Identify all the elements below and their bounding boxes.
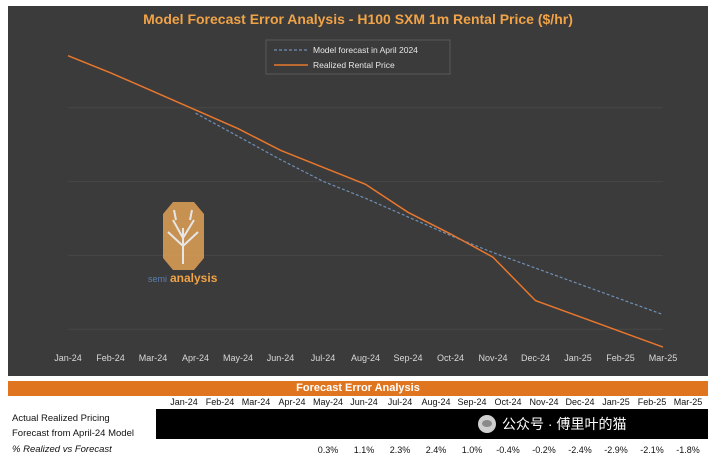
series-line-forecast	[195, 112, 664, 316]
table-row: % Realized vs Forecast 0.3% 1.1% 2.3% 2.4% 1.…	[8, 444, 708, 458]
month-header-cell: Jan-24	[170, 397, 198, 407]
gridlines	[68, 107, 663, 330]
x-tick-label: Apr-24	[182, 353, 209, 363]
pct-cell: -2.4%	[568, 445, 592, 455]
month-header-cell: Mar-25	[673, 397, 703, 407]
month-header-cell: Feb-25	[637, 397, 667, 407]
row-label: Actual Realized Pricing	[12, 413, 110, 424]
pct-cell: -2.1%	[640, 445, 664, 455]
wechat-overlay-text: 公众号 · 傅里叶的猫	[502, 416, 627, 432]
x-tick-label: Jan-25	[564, 353, 592, 363]
month-header-cell: Jul-24	[387, 397, 413, 407]
table-row: Actual Realized Pricing	[8, 413, 708, 427]
watermark-prefix: semi	[148, 274, 167, 284]
table-title: Forecast Error Analysis	[8, 381, 708, 396]
x-tick-label: Jun-24	[267, 353, 295, 363]
month-header-cell: Mar-24	[241, 397, 271, 407]
tree-branches-icon	[167, 209, 199, 264]
x-axis: Jan-24 Feb-24 Mar-24 Apr-24 May-24 Jun-24 Jul-…	[54, 353, 677, 363]
redacted-block	[156, 409, 708, 439]
wechat-overlay: 公众号 · 傅里叶的猫	[478, 414, 626, 434]
month-header-cell: Jun-24	[350, 397, 378, 407]
legend: Model forecast in April 2024 Realized Re…	[265, 39, 451, 75]
table-grid: Jan-24 Feb-24 Mar-24 Apr-24 May-24 Jun-24 Jul-…	[8, 396, 708, 457]
x-tick-label: Mar-25	[649, 353, 678, 363]
x-tick-label: Feb-25	[606, 353, 635, 363]
pct-cell: 1.0%	[461, 445, 483, 455]
chart-title: Model Forecast Error Analysis - H100 SXM…	[143, 11, 573, 27]
table-month-row: Jan-24 Feb-24 Mar-24 Apr-24 May-24 Jun-24 Jul-…	[8, 396, 708, 409]
month-header-cell: Apr-24	[278, 397, 306, 407]
pct-cell: -2.9%	[604, 445, 628, 455]
month-header-cell: Dec-24	[565, 397, 595, 407]
legend-label-realized: Realized Rental Price	[313, 60, 395, 70]
month-header-cell: Sep-24	[457, 397, 487, 407]
row-label: % Realized vs Forecast	[12, 444, 112, 455]
x-tick-label: Sep-24	[393, 353, 422, 363]
series-layer	[67, 55, 664, 348]
line-chart: Model Forecast Error Analysis - H100 SXM…	[54, 11, 677, 363]
watermark-logo: semi analysis	[148, 202, 218, 285]
wechat-icon	[478, 415, 496, 433]
pct-cell: 2.4%	[425, 445, 447, 455]
pct-cell: 0.3%	[317, 445, 339, 455]
table-row: Forecast from April-24 Model	[8, 428, 708, 442]
x-tick-label: Dec-24	[521, 353, 550, 363]
row-label: Forecast from April-24 Model	[12, 428, 134, 439]
pct-cell: -0.4%	[496, 445, 520, 455]
month-header-cell: Feb-24	[205, 397, 235, 407]
legend-box	[265, 39, 451, 75]
pct-cell: -1.8%	[676, 445, 700, 455]
pct-cell: -0.2%	[532, 445, 556, 455]
x-tick-label: May-24	[223, 353, 253, 363]
month-header-cell: Aug-24	[421, 397, 451, 407]
month-header-cell: May-24	[312, 397, 343, 407]
x-tick-label: Feb-24	[96, 353, 125, 363]
legend-label-forecast: Model forecast in April 2024	[313, 45, 418, 55]
series-line-realized	[67, 55, 664, 348]
x-tick-label: Mar-24	[139, 353, 168, 363]
month-header-cell: Nov-24	[529, 397, 559, 407]
x-tick-label: Jul-24	[311, 353, 336, 363]
watermark-text: analysis	[170, 271, 218, 285]
pct-cell: 2.3%	[389, 445, 411, 455]
pct-cell: 1.1%	[353, 445, 375, 455]
x-tick-label: Jan-24	[54, 353, 82, 363]
x-tick-label: Oct-24	[437, 353, 464, 363]
forecast-error-table: Forecast Error Analysis Jan-24 Feb-24 Mar-…	[8, 381, 708, 457]
x-tick-label: Aug-24	[351, 353, 380, 363]
x-tick-label: Nov-24	[478, 353, 507, 363]
chart-panel: Model Forecast Error Analysis - H100 SXM…	[8, 6, 708, 376]
month-header-cell: Jan-25	[602, 397, 630, 407]
month-header-cell: Oct-24	[494, 397, 522, 407]
